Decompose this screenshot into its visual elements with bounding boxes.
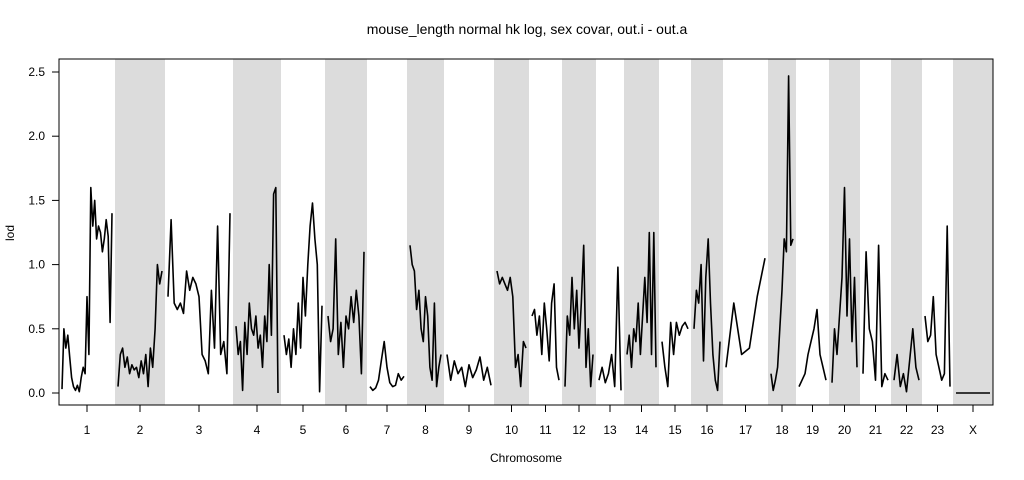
lod-line-chr-3 [167, 213, 231, 375]
x-tick-label-22: 22 [900, 423, 914, 437]
x-tick-label-5: 5 [300, 423, 307, 437]
lod-line-chr-18 [770, 75, 794, 392]
x-tick-label-20: 20 [838, 423, 852, 437]
lod-line-chr-9 [446, 354, 492, 388]
x-tick-label-6: 6 [343, 423, 350, 437]
lod-curves [61, 75, 990, 394]
chromosome-band-8 [407, 59, 444, 405]
chromosome-band-18 [768, 59, 796, 405]
y-axis: 0.0 0.5 1.0 1.5 2.0 2.5 [28, 65, 59, 400]
chromosome-shading [115, 59, 993, 405]
lod-line-chr-2 [117, 263, 163, 388]
lod-line-chr-23 [924, 225, 951, 387]
chromosome-band-16 [691, 59, 723, 405]
chromosome-band-22 [891, 59, 922, 405]
x-tick-label-3: 3 [196, 423, 203, 437]
y-tick-label-0.0: 0.0 [28, 386, 45, 400]
chromosome-band-12 [562, 59, 596, 405]
plot-frame [58, 58, 994, 406]
x-tick-label-23: 23 [931, 423, 945, 437]
lod-line-chr-21 [862, 244, 889, 388]
chart-title: mouse_length normal hk log, sex covar, o… [367, 21, 688, 37]
lod-line-chr-5 [283, 202, 323, 393]
chromosome-band-10 [494, 59, 529, 405]
y-tick-label-0.5: 0.5 [28, 322, 45, 336]
x-tick-label-7: 7 [384, 423, 391, 437]
lod-line-chr-15 [661, 321, 689, 388]
x-tick-label-1: 1 [84, 423, 91, 437]
x-axis-label: Chromosome [490, 451, 562, 465]
chromosome-band-X [953, 59, 993, 405]
y-tick-label-2.5: 2.5 [28, 65, 45, 79]
x-tick-label-11: 11 [539, 423, 552, 437]
y-tick-label-1.0: 1.0 [28, 258, 45, 272]
x-tick-label-9: 9 [466, 423, 473, 437]
lod-line-chr-10 [496, 270, 527, 388]
x-axis: 1 2 3 4 5 6 7 8 9 10 11 12 13 14 15 16 17 18 19 20 21 22 23 X [84, 405, 977, 437]
x-tick-label-12: 12 [572, 423, 586, 437]
x-tick-label-2: 2 [137, 423, 144, 437]
x-tick-label-21: 21 [869, 423, 883, 437]
x-tick-label-10: 10 [505, 423, 519, 437]
lod-line-chr-22 [893, 327, 920, 393]
lod-line-chr-1 [61, 186, 113, 393]
x-tick-label-4: 4 [254, 423, 261, 437]
lod-line-chr-19 [798, 308, 827, 387]
x-tick-label-17: 17 [739, 423, 753, 437]
x-tick-label-16: 16 [700, 423, 714, 437]
lod-line-chr-16 [693, 238, 721, 392]
lod-line-chr-4 [235, 186, 279, 394]
x-tick-label-8: 8 [422, 423, 429, 437]
lod-line-chr-11 [531, 283, 560, 381]
lod-line-chr-13 [598, 266, 622, 391]
x-tick-label-15: 15 [668, 423, 682, 437]
lod-line-chr-14 [626, 231, 657, 369]
lod-line-chr-7 [369, 340, 405, 392]
lod-line-chr-20 [831, 186, 858, 383]
y-tick-label-1.5: 1.5 [28, 193, 45, 207]
chromosome-band-2 [115, 59, 165, 405]
lod-line-chr-8 [409, 245, 442, 388]
lod-line-chr-6 [327, 238, 365, 375]
x-tick-label-19: 19 [806, 423, 820, 437]
y-axis-label: lod [3, 225, 17, 241]
y-tick-label-2.0: 2.0 [28, 129, 45, 143]
lod-line-chr-12 [564, 244, 594, 388]
x-tick-label-X: X [969, 423, 977, 437]
x-tick-label-18: 18 [775, 423, 789, 437]
x-tick-label-14: 14 [635, 423, 649, 437]
lod-line-chr-17 [725, 258, 766, 368]
x-tick-label-13: 13 [603, 423, 617, 437]
